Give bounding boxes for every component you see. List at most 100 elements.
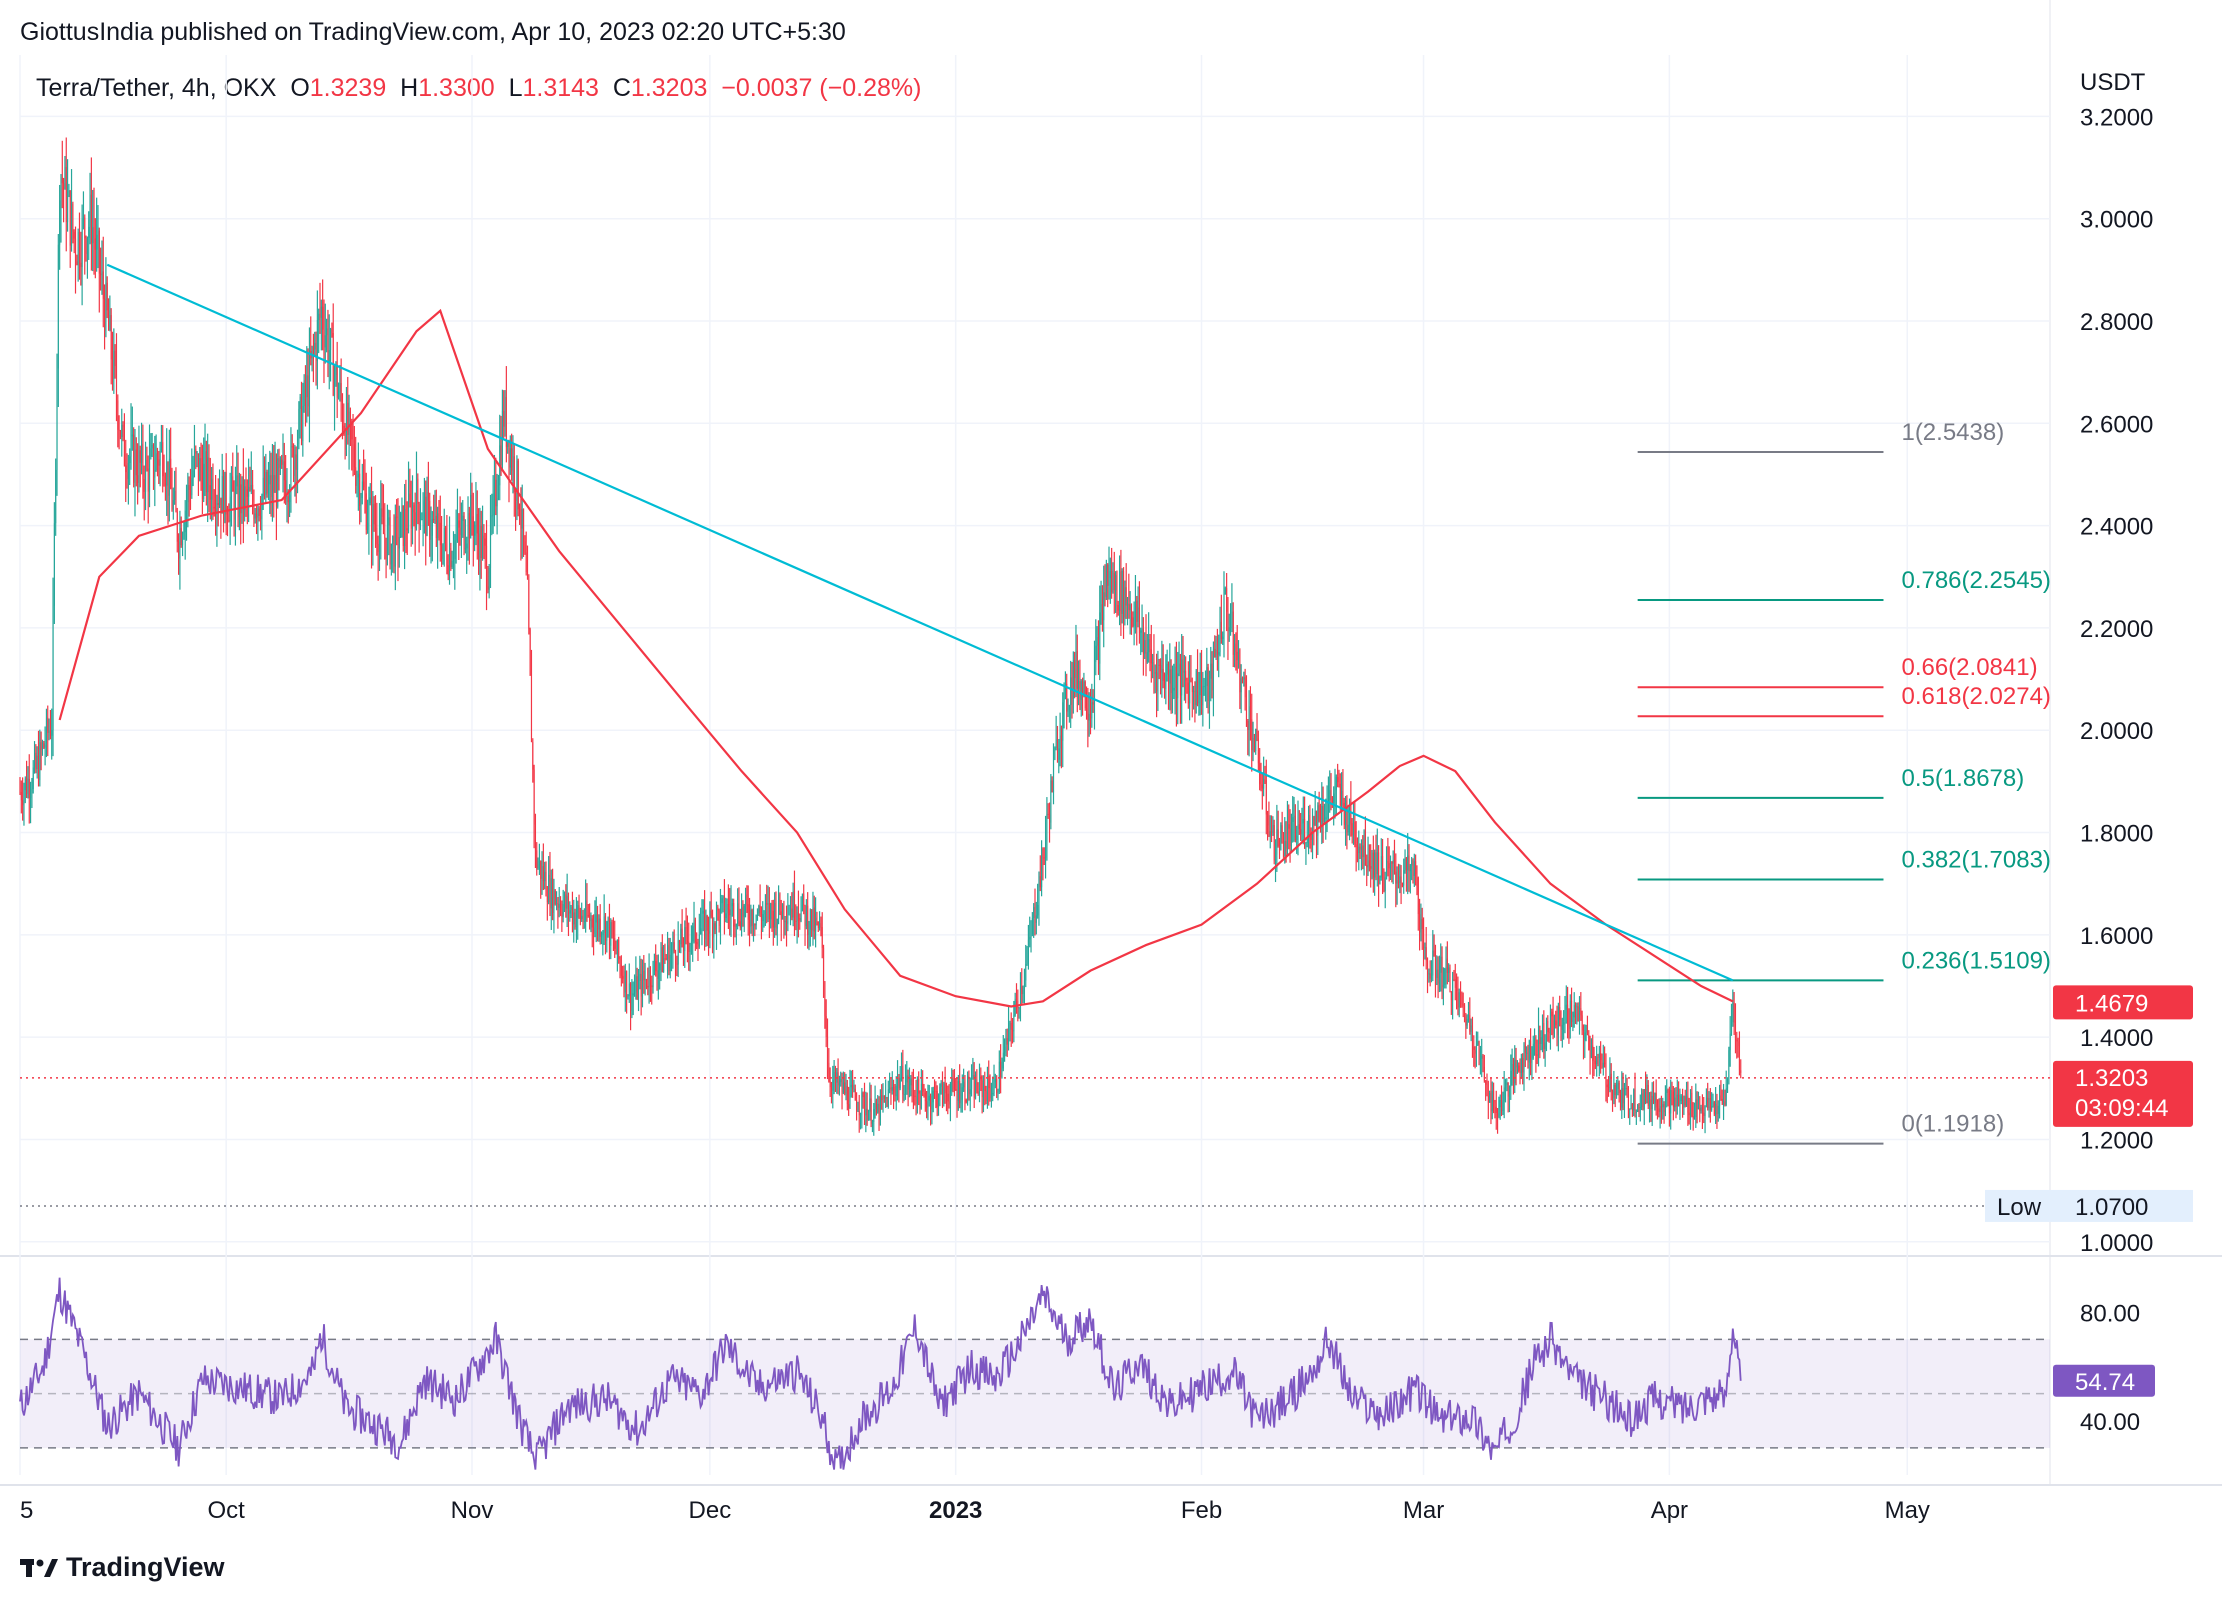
candle-body — [842, 1082, 844, 1093]
candle-body — [385, 537, 387, 560]
candle-body — [681, 928, 683, 947]
candle-body — [1448, 967, 1450, 973]
candle-body — [155, 453, 157, 470]
candle-body — [1149, 639, 1151, 650]
candle-body — [373, 503, 375, 525]
candle-body — [924, 1092, 926, 1102]
candle-body — [167, 461, 169, 496]
candle-body — [697, 944, 699, 947]
candle-body — [928, 1095, 930, 1101]
candle-body — [227, 514, 229, 521]
candle-body — [1000, 1061, 1002, 1077]
candle-body — [1022, 985, 1024, 995]
fib-retracement[interactable]: 1(2.5438) 0.786(2.2545) 0.66(2.0841)0.618(… — [1637, 419, 2051, 1145]
candle-body — [1323, 818, 1325, 822]
candle-body — [1289, 828, 1291, 847]
candle-body — [1321, 806, 1323, 827]
candle-body — [1734, 1022, 1736, 1040]
candle-body — [965, 1099, 967, 1102]
candle-body — [1716, 1103, 1718, 1114]
candle-body — [935, 1090, 937, 1092]
candle-body — [1125, 587, 1127, 606]
candle-body — [1460, 992, 1462, 996]
candle-body — [922, 1083, 924, 1092]
candle-body — [372, 503, 374, 540]
candle-body — [258, 508, 260, 516]
candle-body — [1023, 980, 1025, 986]
candle-body — [1522, 1058, 1524, 1073]
trendline[interactable] — [106, 263, 1734, 982]
candle-body — [1408, 855, 1410, 872]
candle-body — [638, 980, 640, 999]
candle-body — [458, 520, 460, 528]
price-tick-label: 3.2000 — [2080, 104, 2153, 131]
candle-body — [945, 1093, 947, 1095]
candle-body — [1329, 790, 1331, 801]
candle-body — [764, 903, 766, 913]
candle-body — [92, 227, 94, 244]
candle-body — [1667, 1089, 1669, 1092]
candle-body — [294, 454, 296, 476]
candle-body — [336, 364, 338, 398]
candle-body — [982, 1085, 984, 1098]
candle-body — [808, 929, 810, 936]
candle-body — [1553, 1020, 1555, 1034]
candle-body — [1224, 588, 1226, 595]
price-tick-label: 2.2000 — [2080, 616, 2153, 643]
candle-body — [1072, 660, 1074, 699]
candle-body — [1601, 1060, 1603, 1068]
candle-body — [1470, 1025, 1472, 1032]
symbol-name[interactable]: Terra/Tether, 4h, OKX — [36, 74, 277, 102]
candle-body — [636, 976, 638, 999]
candle-body — [61, 177, 63, 184]
candle-body — [1606, 1084, 1608, 1088]
tradingview-logo[interactable]: TradingView — [20, 1552, 225, 1583]
candle-body — [1094, 662, 1096, 705]
candle-body — [1376, 852, 1378, 875]
candle-body — [1259, 763, 1261, 785]
candle-body — [1588, 1035, 1590, 1051]
candle-body — [190, 489, 192, 496]
candle-body — [1288, 824, 1290, 829]
candle-body — [1384, 877, 1386, 891]
candle-body — [479, 525, 481, 562]
candle-body — [1719, 1095, 1721, 1106]
candle-body — [1239, 649, 1241, 693]
candle-body — [1260, 784, 1262, 786]
candle-body — [523, 509, 525, 542]
candle-body — [31, 789, 33, 794]
candle-body — [236, 475, 238, 487]
candle-body — [998, 1061, 1000, 1092]
candle-body — [65, 167, 67, 223]
candle-body — [1293, 815, 1295, 818]
candle-body — [911, 1078, 913, 1087]
candle-body — [1046, 813, 1048, 836]
candle-body — [560, 903, 562, 912]
candle-body — [1548, 1032, 1550, 1034]
candle-body — [1326, 803, 1328, 818]
candle-body — [1308, 815, 1310, 839]
candle-body — [330, 329, 332, 351]
candle-body — [1657, 1107, 1659, 1109]
candle-body — [316, 320, 318, 362]
candle-body — [1177, 673, 1179, 699]
candle-body — [81, 218, 83, 268]
candle-body — [1055, 739, 1057, 748]
candle-body — [291, 446, 293, 448]
candle-body — [497, 485, 499, 498]
candle-body — [480, 525, 482, 559]
candle-body — [610, 922, 612, 946]
candle-body — [273, 474, 275, 493]
candle-body — [1394, 859, 1396, 872]
candle-body — [496, 497, 498, 507]
candle-body — [175, 490, 177, 512]
candle-body — [568, 896, 570, 914]
candle-body — [1489, 1093, 1491, 1103]
candle-body — [716, 906, 718, 930]
candle-body — [48, 730, 50, 733]
candle-body — [1686, 1096, 1688, 1106]
candle-body — [664, 958, 666, 960]
candle-body — [608, 917, 610, 946]
candle-body — [201, 471, 203, 500]
